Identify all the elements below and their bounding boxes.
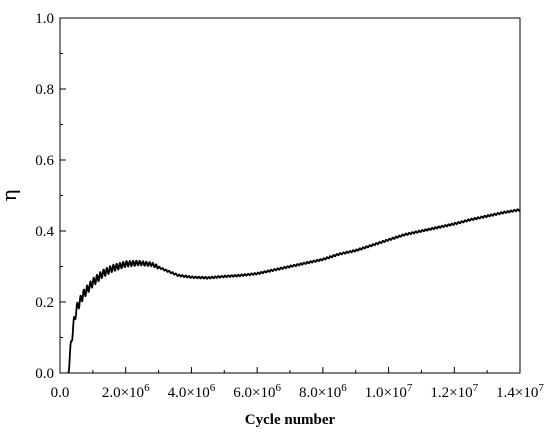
x-tick-label: 6.0×106 [233, 382, 281, 401]
axis-labels: 0.0 2.0×106 4.0×106 6.0×106 8.0×106 1.0×107 1.… [35, 11, 544, 401]
y-tick-label: 1.0 [35, 11, 54, 27]
x-tick-label: 4.0×106 [168, 382, 216, 401]
x-axis-title: Cycle number [245, 412, 336, 428]
plot-area-frame [59, 17, 521, 374]
y-axis-title: η [0, 190, 21, 202]
x-tick-label: 1.0×107 [365, 382, 413, 401]
y-tick-label: 0.4 [35, 224, 54, 240]
series-line [67, 208, 521, 374]
y-tick-label: 0.2 [35, 295, 54, 311]
x-tick-label: 1.4×107 [496, 382, 544, 401]
x-tick-label: 0.0 [51, 385, 70, 401]
y-tick-label: 0.0 [35, 366, 54, 382]
x-tick-label: 2.0×106 [102, 382, 150, 401]
series-layer [67, 208, 521, 374]
x-tick-label: 8.0×106 [299, 382, 347, 401]
y-tick-label: 0.8 [35, 82, 54, 98]
axis-ticks [59, 17, 521, 374]
y-tick-label: 0.6 [35, 153, 54, 169]
x-tick-label: 1.2×107 [430, 382, 478, 401]
